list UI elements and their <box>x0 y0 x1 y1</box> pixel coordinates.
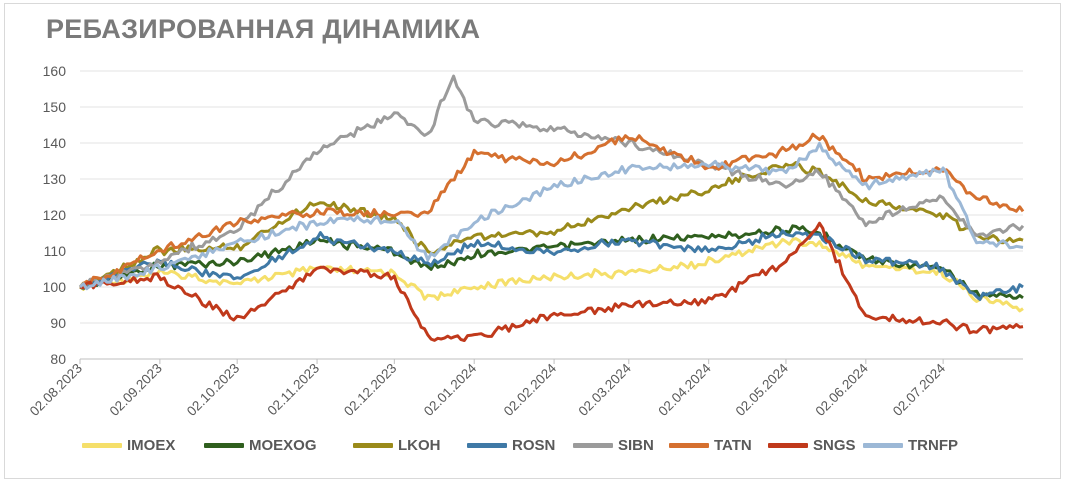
x-axis-ticks: 02.08.2023 02.09.2023 02.10.2023 02.11.2023… <box>27 359 949 419</box>
legend-swatch <box>204 443 244 448</box>
x-tick-label: 02.07.2024 <box>890 360 949 419</box>
series-lines <box>78 74 1025 342</box>
legend-item-moexog: MOEXOG <box>204 437 317 454</box>
x-tick-label: 02.04.2024 <box>655 360 714 419</box>
y-tick-label: 90 <box>50 315 66 331</box>
legend-item-rosn: ROSN <box>467 437 555 454</box>
legend-label: ROSN <box>512 437 556 454</box>
legend-item-sibn: SIBN <box>573 437 654 454</box>
y-tick-label: 80 <box>50 351 66 367</box>
x-tick-label: 02.10.2023 <box>184 361 242 419</box>
x-tick-label: 02.01.2024 <box>421 360 480 419</box>
y-tick-label: 160 <box>43 63 67 79</box>
legend-label: MOEXOG <box>249 437 317 454</box>
legend-label: IMOEX <box>127 437 176 454</box>
legend-label: SNGS <box>813 437 856 454</box>
legend-swatch <box>467 443 507 448</box>
y-tick-label: 140 <box>43 135 67 151</box>
x-tick-label: 02.09.2023 <box>107 361 165 419</box>
x-tick-label: 02.12.2023 <box>341 361 399 419</box>
series-line-sngs <box>79 221 1024 342</box>
x-tick-label: 02.08.2023 <box>27 361 85 419</box>
legend-item-trnfp: TRNFP <box>863 437 958 454</box>
legend-item-tatn: TATN <box>669 437 752 454</box>
x-tick-label: 02.03.2024 <box>576 360 635 419</box>
x-tick-label: 02.02.2024 <box>501 360 560 419</box>
legend-swatch <box>573 443 613 448</box>
legend-item-imoex: IMOEX <box>82 437 175 454</box>
y-tick-label: 100 <box>43 279 67 295</box>
legend-swatch <box>82 443 122 448</box>
x-tick-label: 02.11.2023 <box>264 361 322 419</box>
series-line-moexog <box>79 224 1024 300</box>
series-line-rosn <box>79 229 1024 301</box>
legend: IMOEX MOEXOG LKOH ROSN SIBN TATN SNGS TRNFP <box>82 437 1012 459</box>
legend-swatch <box>863 443 903 448</box>
chart-frame <box>4 3 1061 479</box>
chart-title: РЕБАЗИРОВАННАЯ ДИНАМИКА <box>46 14 481 44</box>
legend-swatch <box>353 443 393 448</box>
legend-item-sngs: SNGS <box>768 437 856 454</box>
legend-item-lkoh: LKOH <box>353 437 441 454</box>
x-tick-label: 02.06.2024 <box>813 360 872 419</box>
series-line-sibn <box>79 74 1025 290</box>
y-tick-label: 150 <box>43 99 67 115</box>
series-line-lkoh <box>78 161 1024 288</box>
y-axis-ticks: 80 90 100 110 120 130 140 150 160 <box>43 63 67 367</box>
x-tick-label: 02.05.2024 <box>733 360 792 419</box>
legend-label: SIBN <box>618 437 654 454</box>
legend-label: LKOH <box>398 437 441 454</box>
series-line-imoex <box>79 237 1024 313</box>
series-line-tatn <box>78 132 1025 289</box>
legend-label: TRNFP <box>908 437 958 454</box>
legend-swatch <box>768 443 808 448</box>
legend-label: TATN <box>714 437 752 454</box>
y-tick-label: 120 <box>43 207 67 223</box>
y-tick-label: 130 <box>43 171 67 187</box>
legend-swatch <box>669 443 709 448</box>
y-tick-label: 110 <box>44 243 67 259</box>
series-line-trnfp <box>78 141 1024 291</box>
